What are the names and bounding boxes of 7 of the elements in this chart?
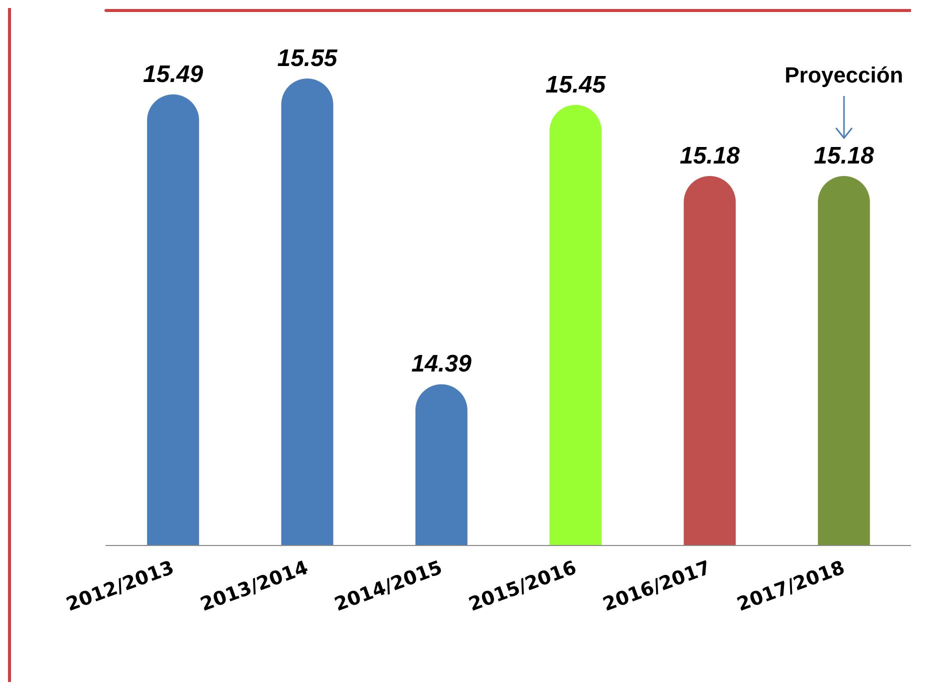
data-label: 15.55 [277,45,338,72]
data-label: 14.39 [411,350,472,378]
data-label: 15.49 [143,60,204,88]
data-label: 15.18 [814,142,875,170]
data-label: 15.18 [680,142,740,170]
annotation: Proyección [784,62,904,88]
data-label: 15.45 [546,71,606,98]
